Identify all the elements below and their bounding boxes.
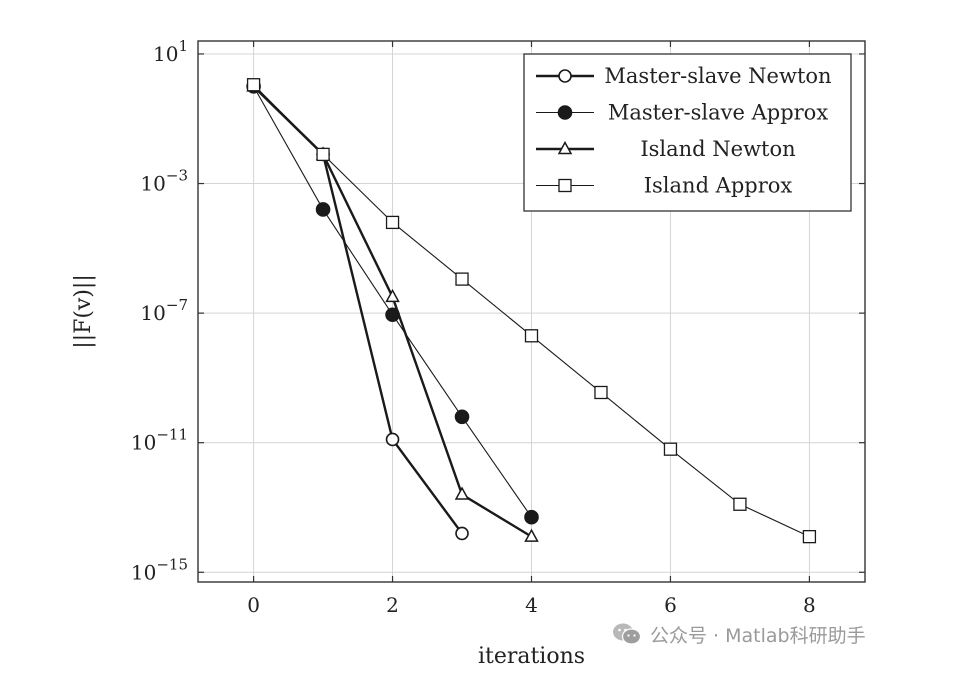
data-point: [315, 202, 331, 217]
x-tick-label: 2: [386, 593, 399, 617]
axis-ticks: 0 2 4 6 8 101 10−3 10−7 10−11 10−15: [131, 37, 865, 617]
x-tick-label: 0: [247, 593, 260, 617]
y-tick-label: 10−7: [140, 296, 188, 325]
legend-entry: Island Newton: [536, 137, 796, 161]
legend-label: Island Approx: [644, 174, 793, 198]
y-tick-label: 101: [153, 37, 188, 66]
data-point: [454, 486, 470, 500]
legend: Master-slave Newton Master-slave Approx Is…: [523, 53, 852, 212]
legend-label: Island Newton: [640, 137, 795, 161]
legend-entry: Master-slave Newton: [536, 64, 832, 88]
series-master-slave-newton: [246, 79, 469, 541]
watermark-text: 公众号 · Matlab科研助手: [650, 624, 866, 647]
series-island-approx: [246, 78, 817, 544]
data-point: [524, 329, 539, 343]
series-layer: [246, 78, 817, 544]
y-tick-label: 10−3: [140, 167, 188, 196]
data-point: [455, 526, 469, 541]
data-point: [316, 147, 330, 162]
x-axis-label: iterations: [478, 644, 585, 669]
data-point: [802, 529, 817, 544]
legend-label: Master-slave Approx: [608, 101, 829, 125]
legend-entry: Island Approx: [536, 174, 792, 198]
x-tick-label: 4: [525, 593, 538, 617]
data-point: [663, 442, 678, 456]
data-point: [455, 272, 469, 286]
y-tick-label: 10−11: [131, 426, 188, 455]
data-point: [524, 528, 539, 542]
data-point: [454, 409, 470, 425]
wechat-icon: [613, 623, 642, 645]
legend-entry: Master-slave Approx: [536, 101, 828, 125]
legend-marker: [557, 140, 573, 155]
watermark: 公众号 · Matlab科研助手: [612, 620, 866, 648]
series-line: [252, 85, 463, 535]
data-point: [246, 78, 261, 92]
data-point: [594, 385, 608, 400]
legend-box: [523, 53, 852, 212]
data-point: [385, 432, 400, 447]
legend-label: Master-slave Newton: [604, 64, 831, 88]
data-point: [733, 497, 747, 511]
x-tick-label: 8: [803, 593, 816, 617]
data-point: [524, 509, 539, 525]
y-tick-label: 10−15: [131, 555, 188, 584]
y-axis-label: ||F(v)||: [71, 274, 96, 349]
legend-marker: [558, 178, 572, 193]
data-point: [385, 215, 400, 230]
legend-marker: [558, 69, 572, 83]
x-tick-label: 6: [664, 593, 677, 617]
data-point: [385, 288, 400, 303]
legend-marker: [557, 105, 573, 120]
